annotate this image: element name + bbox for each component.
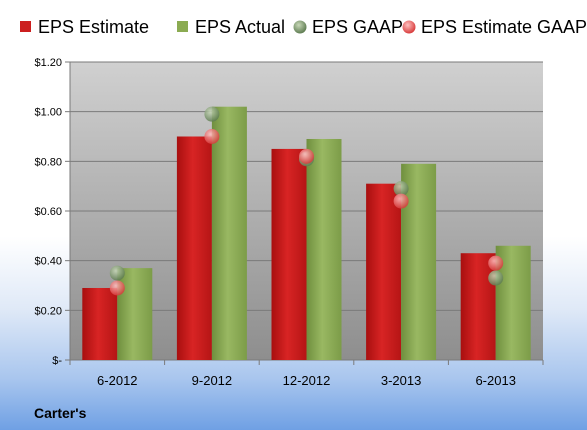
bar-eps-estimate — [82, 287, 118, 360]
x-tick-label: 9-2012 — [192, 373, 232, 388]
bar-eps-actual — [117, 268, 153, 360]
bar-eps-actual — [211, 106, 247, 360]
marker-eps-estimate-gaap — [204, 129, 220, 144]
legend-swatch-eps-actual — [177, 21, 188, 32]
marker-eps-estimate-gaap — [488, 255, 504, 271]
legend-swatch-eps-estimate — [20, 21, 31, 32]
marker-eps-gaap — [393, 181, 409, 197]
y-tick-label: $0.80 — [34, 156, 62, 168]
x-tick-label: 3-2013 — [381, 373, 421, 388]
y-tick-label: $0.40 — [34, 256, 62, 268]
x-tick-label: 6-2013 — [475, 373, 515, 388]
bar-eps-actual — [306, 138, 342, 360]
marker-eps-estimate-gaap — [109, 280, 125, 296]
bar-eps-estimate — [460, 253, 496, 360]
legend-label-eps-estimate-gaap: EPS Estimate GAAP — [421, 17, 587, 37]
marker-eps-estimate-gaap — [393, 193, 409, 209]
y-tick-label: $1.20 — [34, 57, 62, 69]
legend: EPS Estimate EPS Actual EPS GAAP EPS Estima… — [20, 17, 587, 37]
bar-eps-estimate — [271, 148, 307, 360]
plot-area: $- $0.20 $0.40 $0.60 $0.80 $1.00 $1.20 6-2012 9-… — [34, 57, 544, 388]
x-tick-label: 6-2012 — [97, 373, 137, 388]
marker-eps-gaap — [488, 270, 504, 286]
marker-eps-gaap — [109, 265, 125, 281]
bar-eps-estimate — [176, 136, 212, 360]
y-tick-label: $1.00 — [34, 107, 62, 119]
legend-swatch-eps-gaap — [293, 20, 307, 34]
marker-eps-estimate-gaap — [299, 148, 314, 164]
y-tick-label: $0.60 — [34, 206, 62, 218]
legend-label-eps-actual: EPS Actual — [195, 17, 285, 37]
legend-swatch-eps-estimate-gaap — [402, 20, 416, 34]
bar-eps-estimate — [366, 183, 402, 360]
marker-eps-gaap — [204, 106, 220, 122]
x-tick-label: 12-2012 — [283, 373, 331, 388]
y-tick-label: $- — [52, 355, 62, 367]
company-label: Carter's — [34, 405, 87, 421]
y-tick-label: $0.20 — [34, 305, 62, 317]
legend-label-eps-gaap: EPS GAAP — [312, 17, 403, 37]
legend-label-eps-estimate: EPS Estimate — [38, 17, 149, 37]
